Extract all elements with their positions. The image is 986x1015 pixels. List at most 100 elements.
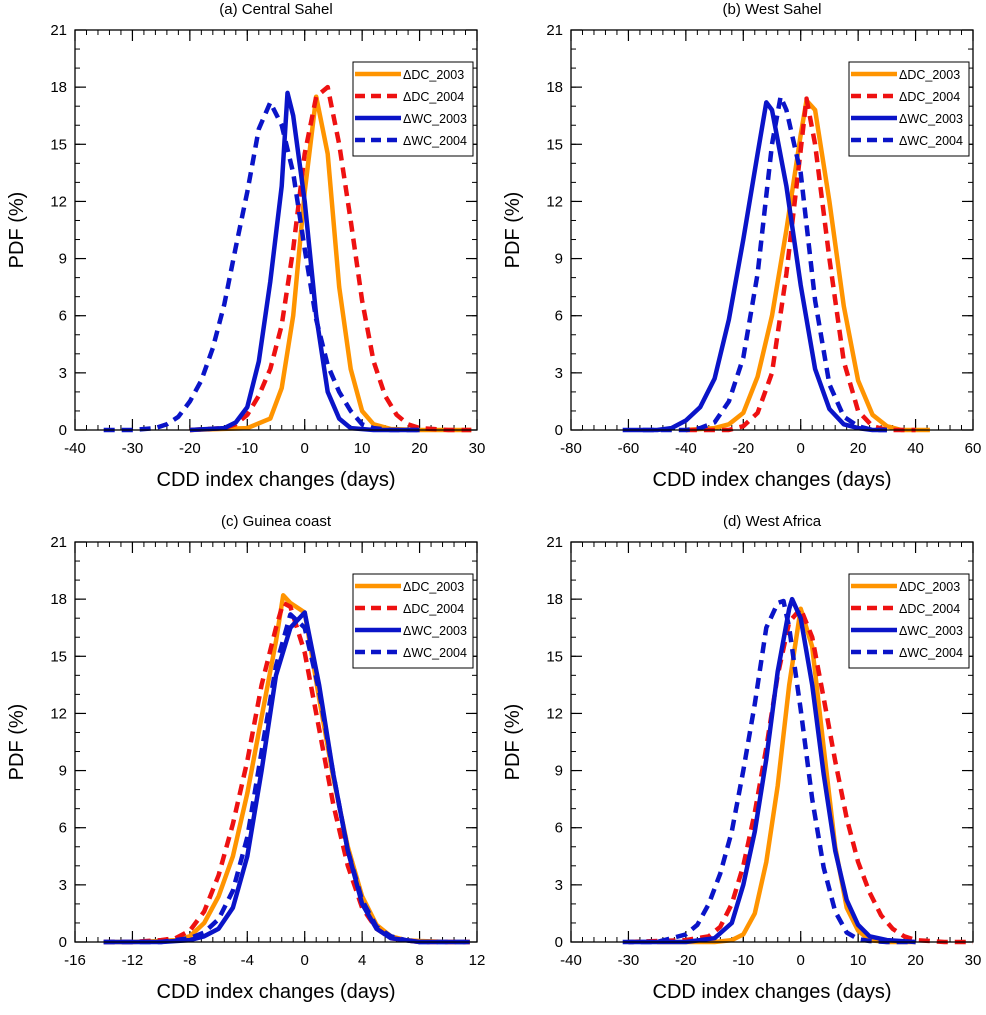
y-tick-label: 21 [546,22,563,39]
y-tick-label: 21 [50,22,67,39]
legend-label: ΔWC_2003 [403,112,467,126]
legend: ΔDC_2003 ΔDC_2004 ΔWC_2003 ΔWC_2004 [352,61,474,157]
x-axis-label: CDD index changes (days) [157,469,396,491]
x-tick-label: -10 [732,952,754,969]
x-axis-label: CDD index changes (days) [157,981,396,1003]
legend-label: ΔWC_2003 [899,112,963,126]
x-tick-label: 60 [965,440,982,457]
legend-label: ΔDC_2003 [899,68,960,82]
y-tick-label: 9 [555,763,563,780]
x-tick-label: 0 [797,952,805,969]
y-axis-label: PDF (%) [502,192,524,269]
y-tick-label: 3 [555,877,563,894]
y-tick-label: 18 [546,591,563,608]
x-tick-label: 30 [469,440,486,457]
x-axis-label: CDD index changes (days) [653,981,892,1003]
chart-panel-2: (b) West Sahel -80 -60 -40 -20 0 20 40 60 0 3 6 9 12 1… [502,1,981,491]
legend-label: ΔWC_2004 [899,134,963,148]
y-tick-label: 21 [546,534,563,551]
y-tick-label: 21 [50,534,67,551]
legend: ΔDC_2003 ΔDC_2004 ΔWC_2003 ΔWC_2004 [848,573,970,669]
y-tick-label: 15 [546,648,563,665]
y-tick-label: 12 [546,193,563,210]
y-tick-label: 15 [50,136,67,153]
y-tick-label: 12 [546,705,563,722]
legend: ΔDC_2003 ΔDC_2004 ΔWC_2003 ΔWC_2004 [352,573,474,669]
x-tick-label: 20 [411,440,428,457]
legend-label: ΔWC_2003 [403,624,467,638]
x-tick-label: -40 [675,440,697,457]
x-tick-label: -40 [64,440,86,457]
y-tick-label: 0 [59,422,67,439]
series-line [103,100,420,433]
chart-title: (b) West Sahel [723,1,822,18]
x-tick-label: -80 [560,440,582,457]
chart-title: (d) West Africa [723,513,822,530]
chart-title: (c) Guinea coast [221,513,332,530]
legend-label: ΔDC_2004 [899,602,960,616]
legend-label: ΔWC_2004 [403,646,467,660]
series-line [628,606,973,945]
chart-panel-4: (d) West Africa -40 -30 -20 -10 0 10 20 30 0 3 6 9 12… [502,513,981,1003]
series-line [622,100,887,433]
series-line [622,598,916,945]
legend-label: ΔDC_2004 [403,90,464,104]
legend-label: ΔDC_2003 [403,68,464,82]
y-tick-label: 18 [50,591,67,608]
series-line [189,94,472,433]
x-tick-label: 4 [358,952,366,969]
x-tick-label: 10 [354,440,371,457]
y-tick-label: 6 [59,820,67,837]
x-tick-label: 8 [415,952,423,969]
y-tick-label: 0 [59,934,67,951]
x-tick-label: 0 [301,440,309,457]
x-tick-label: -20 [675,952,697,969]
y-tick-label: 15 [50,648,67,665]
x-tick-label: -10 [236,440,258,457]
y-axis-label: PDF (%) [6,192,28,269]
y-tick-label: 18 [50,79,67,96]
x-tick-label: 20 [850,440,867,457]
x-tick-label: 12 [469,952,486,969]
x-tick-label: -20 [179,440,201,457]
x-tick-label: -8 [183,952,196,969]
y-tick-label: 3 [555,365,563,382]
x-tick-label: -20 [732,440,754,457]
y-tick-label: 6 [555,820,563,837]
y-tick-label: 15 [546,136,563,153]
x-tick-label: 0 [301,952,309,969]
x-tick-label: -30 [122,440,144,457]
series-line [628,596,916,945]
y-tick-label: 3 [59,877,67,894]
chart-panel-3: (c) Guinea coast -16 -12 -8 -4 0 4 8 12 0 3 6 9 12 15 1… [6,513,485,1003]
legend-label: ΔWC_2003 [899,624,963,638]
x-tick-label: 0 [797,440,805,457]
y-tick-label: 0 [555,934,563,951]
x-tick-label: 30 [965,952,982,969]
series-line [642,94,887,433]
x-tick-label: -4 [241,952,254,969]
x-tick-label: 20 [907,952,924,969]
series-line [189,84,472,433]
plot-frame [570,29,974,431]
y-tick-label: 3 [59,365,67,382]
legend-label: ΔDC_2003 [899,580,960,594]
y-tick-label: 9 [59,251,67,268]
y-tick-label: 9 [59,763,67,780]
plot-frame [570,541,974,943]
y-tick-label: 18 [546,79,563,96]
series-line [189,90,420,433]
legend-label: ΔDC_2003 [403,580,464,594]
chart-panel-1: (a) Central Sahel -40 -30 -20 -10 0 10 20 30 0 3 6 9… [6,1,485,491]
x-tick-label: -60 [618,440,640,457]
legend-label: ΔWC_2004 [403,134,467,148]
x-tick-label: 40 [907,440,924,457]
series-line [657,606,916,945]
x-axis-label: CDD index changes (days) [653,469,892,491]
x-tick-label: -16 [64,952,86,969]
plot-frame [74,541,478,943]
y-tick-label: 6 [59,308,67,325]
plot-frame [74,29,478,431]
series-line [685,96,916,433]
